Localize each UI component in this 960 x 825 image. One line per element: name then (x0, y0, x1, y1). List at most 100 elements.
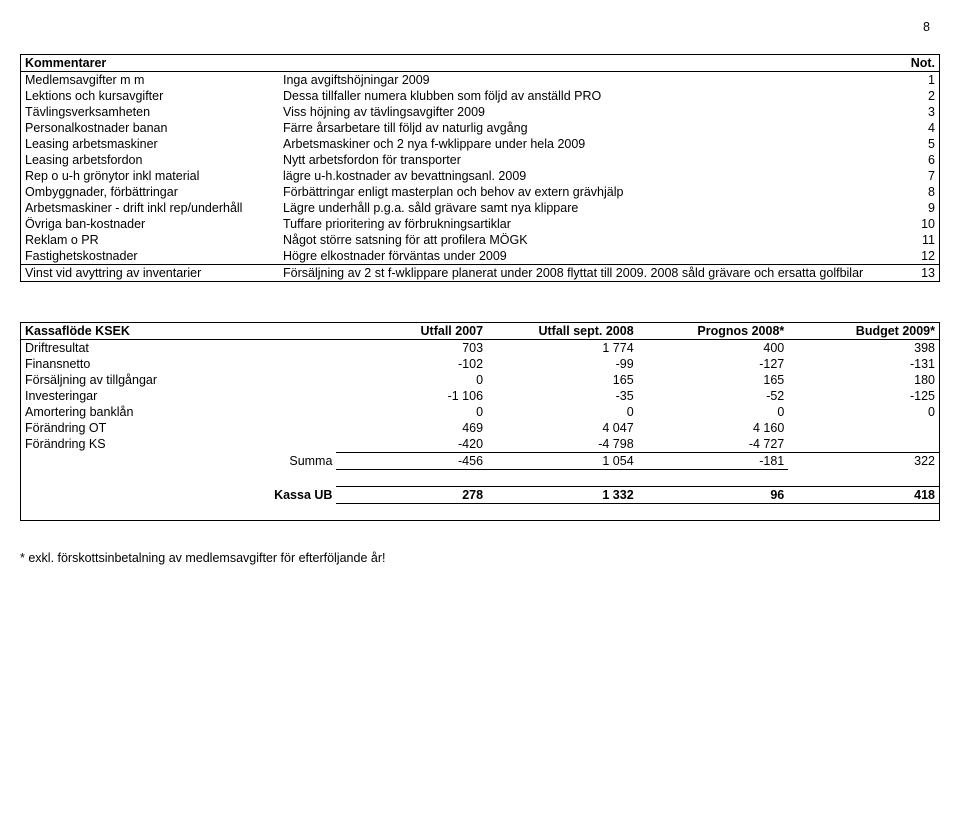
comment-row: FastighetskostnaderHögre elkostnader för… (21, 248, 940, 265)
cashflow-header: Prognos 2008* (638, 323, 789, 340)
cashflow-kassa-cell: 1 332 (487, 487, 638, 504)
cashflow-header: Utfall 2007 (336, 323, 487, 340)
cashflow-cell (788, 436, 939, 453)
comment-label: Rep o u-h grönytor inkl material (21, 168, 280, 184)
comments-spacer (279, 55, 881, 72)
cashflow-row: Driftresultat7031 774400398 (21, 340, 940, 357)
cashflow-cell (788, 420, 939, 436)
cashflow-cell: -125 (788, 388, 939, 404)
comment-row: TävlingsverksamhetenViss höjning av tävl… (21, 104, 940, 120)
cashflow-cell: 165 (638, 372, 789, 388)
comment-label: Reklam o PR (21, 232, 280, 248)
comment-label: Tävlingsverksamheten (21, 104, 280, 120)
cashflow-cell: -127 (638, 356, 789, 372)
note-header: Not. (881, 55, 940, 72)
cashflow-cell: 165 (487, 372, 638, 388)
cashflow-cell: -99 (487, 356, 638, 372)
cashflow-kassa-label: Kassa UB (21, 487, 337, 504)
comment-note-number: 12 (881, 248, 940, 265)
cashflow-cell: 4 160 (638, 420, 789, 436)
cashflow-cell: 1 774 (487, 340, 638, 357)
comment-label: Medlemsavgifter m m (21, 72, 280, 89)
cashflow-cell: 0 (638, 404, 789, 420)
comment-note-number: 5 (881, 136, 940, 152)
spacer-row (21, 504, 940, 521)
cashflow-cell: -4 798 (487, 436, 638, 453)
cashflow-header: Utfall sept. 2008 (487, 323, 638, 340)
comments-title: Kommentarer (21, 55, 280, 72)
comment-label: Personalkostnader banan (21, 120, 280, 136)
cashflow-row-label: Finansnetto (21, 356, 337, 372)
comment-row: Övriga ban-kostnaderTuffare prioritering… (21, 216, 940, 232)
comments-table: KommentarerNot.Medlemsavgifter m mInga a… (20, 54, 940, 282)
cashflow-cell: 400 (638, 340, 789, 357)
comment-note-number: 8 (881, 184, 940, 200)
cashflow-cell: -4 727 (638, 436, 789, 453)
comment-note-number: 11 (881, 232, 940, 248)
comment-row: Vinst vid avyttring av inventarierFörsäl… (21, 265, 940, 282)
comment-note-number: 3 (881, 104, 940, 120)
comment-note-number: 4 (881, 120, 940, 136)
cashflow-cell: 0 (336, 372, 487, 388)
comment-note-number: 9 (881, 200, 940, 216)
comment-text: Tuffare prioritering av förbrukningsarti… (279, 216, 881, 232)
comment-note-number: 6 (881, 152, 940, 168)
comment-row: Reklam o PRNågot större satsning för att… (21, 232, 940, 248)
cashflow-cell: -131 (788, 356, 939, 372)
cashflow-row: Investeringar-1 106-35-52-125 (21, 388, 940, 404)
comment-note-number: 1 (881, 72, 940, 89)
cashflow-table: Kassaflöde KSEKUtfall 2007Utfall sept. 2… (20, 322, 940, 521)
comment-text: Lägre underhåll p.g.a. såld grävare samt… (279, 200, 881, 216)
cashflow-kassa-cell: 278 (336, 487, 487, 504)
comment-text: lägre u-h.kostnader av bevattningsanl. 2… (279, 168, 881, 184)
cashflow-cell: -52 (638, 388, 789, 404)
cashflow-row: Förändring OT4694 0474 160 (21, 420, 940, 436)
comment-note-number: 13 (881, 265, 940, 282)
cashflow-cell: 180 (788, 372, 939, 388)
comment-text: Nytt arbetsfordon för transporter (279, 152, 881, 168)
cashflow-kassa-cell: 418 (788, 487, 939, 504)
comment-text: Något större satsning för att profilera … (279, 232, 881, 248)
cashflow-cell: 0 (336, 404, 487, 420)
cashflow-sum-cell: 1 054 (487, 453, 638, 470)
comment-row: Rep o u-h grönytor inkl materiallägre u-… (21, 168, 940, 184)
cashflow-sum-cell: 322 (788, 453, 939, 470)
cashflow-sum-label: Summa (21, 453, 337, 470)
comment-text: Dessa tillfaller numera klubben som följ… (279, 88, 881, 104)
comment-row: Medlemsavgifter m mInga avgiftshöjningar… (21, 72, 940, 89)
comment-row: Lektions och kursavgifterDessa tillfalle… (21, 88, 940, 104)
cashflow-header: Kassaflöde KSEK (21, 323, 337, 340)
cashflow-cell: 4 047 (487, 420, 638, 436)
cashflow-sum-row: Summa-4561 054-181322 (21, 453, 940, 470)
cashflow-cell: 0 (487, 404, 638, 420)
cashflow-cell: -420 (336, 436, 487, 453)
cashflow-row-label: Försäljning av tillgångar (21, 372, 337, 388)
comment-row: Leasing arbetsmaskinerArbetsmaskiner och… (21, 136, 940, 152)
cashflow-header: Budget 2009* (788, 323, 939, 340)
cashflow-cell: 469 (336, 420, 487, 436)
cashflow-cell: -1 106 (336, 388, 487, 404)
cashflow-row: Amortering banklån0000 (21, 404, 940, 420)
page-number: 8 (20, 20, 940, 34)
comment-label: Arbetsmaskiner - drift inkl rep/underhål… (21, 200, 280, 216)
comment-row: Arbetsmaskiner - drift inkl rep/underhål… (21, 200, 940, 216)
comment-text: Inga avgiftshöjningar 2009 (279, 72, 881, 89)
cashflow-row: Förändring KS-420-4 798-4 727 (21, 436, 940, 453)
cashflow-row-label: Förändring KS (21, 436, 337, 453)
comment-text: Färre årsarbetare till följd av naturlig… (279, 120, 881, 136)
cashflow-sum-cell: -456 (336, 453, 487, 470)
cashflow-row-label: Investeringar (21, 388, 337, 404)
comment-row: Ombyggnader, förbättringarFörbättringar … (21, 184, 940, 200)
cashflow-row-label: Driftresultat (21, 340, 337, 357)
comment-row: Leasing arbetsfordonNytt arbetsfordon fö… (21, 152, 940, 168)
comment-label: Fastighetskostnader (21, 248, 280, 265)
comment-label: Leasing arbetsmaskiner (21, 136, 280, 152)
comment-label: Leasing arbetsfordon (21, 152, 280, 168)
cashflow-kassa-cell: 96 (638, 487, 789, 504)
footnote: * exkl. förskottsinbetalning av medlemsa… (20, 551, 940, 565)
cashflow-row-label: Amortering banklån (21, 404, 337, 420)
comment-text: Viss höjning av tävlingsavgifter 2009 (279, 104, 881, 120)
comment-text: Förbättringar enligt masterplan och beho… (279, 184, 881, 200)
comment-text: Högre elkostnader förväntas under 2009 (279, 248, 881, 265)
spacer-row (21, 470, 940, 487)
